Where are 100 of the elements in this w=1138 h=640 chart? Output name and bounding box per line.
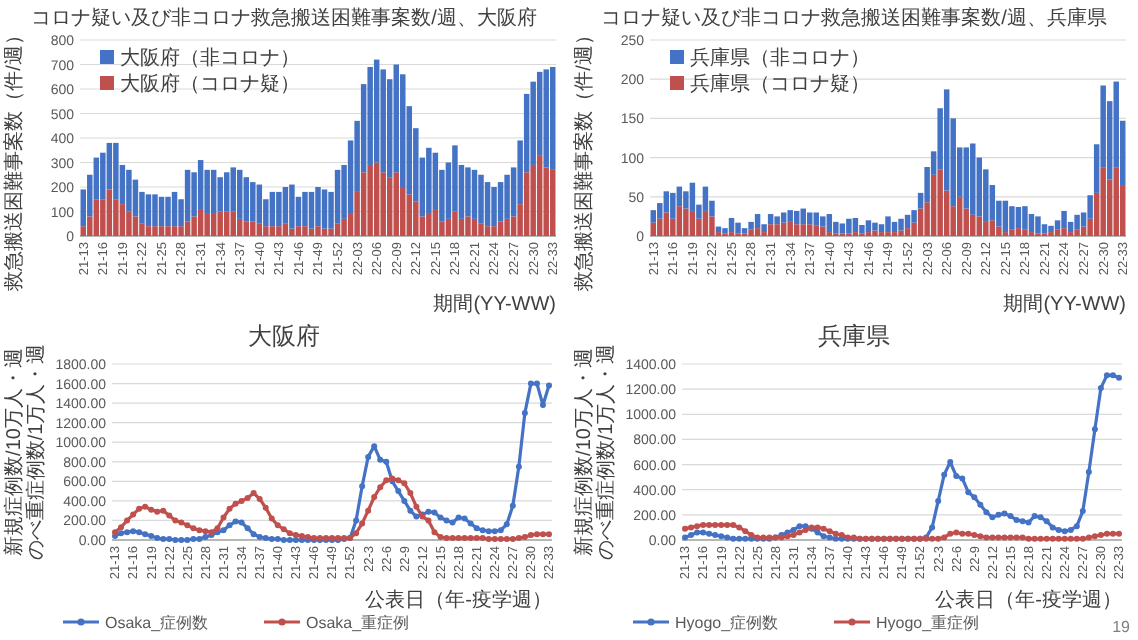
bar <box>113 142 119 200</box>
bar <box>465 167 471 217</box>
bar <box>158 196 165 227</box>
bar <box>820 216 826 227</box>
bar <box>276 226 282 236</box>
bar <box>426 213 432 236</box>
bar <box>230 211 236 236</box>
bar <box>983 221 989 236</box>
bar <box>807 224 813 236</box>
bar <box>1041 224 1048 234</box>
bar <box>937 169 943 236</box>
bar <box>126 211 132 236</box>
bar <box>904 228 911 236</box>
bar <box>1002 200 1009 233</box>
bar <box>243 221 250 236</box>
bar <box>471 218 478 236</box>
bar <box>165 196 171 227</box>
bar <box>1074 214 1080 230</box>
bar <box>696 218 702 236</box>
bar <box>735 222 741 234</box>
bar <box>386 177 393 236</box>
bar <box>360 172 367 236</box>
bar <box>315 226 321 236</box>
bar <box>126 169 132 212</box>
bar <box>767 224 774 236</box>
bar <box>452 145 458 212</box>
bar <box>341 218 347 236</box>
bar <box>497 221 504 236</box>
bar <box>1015 228 1022 236</box>
bar <box>302 226 308 236</box>
bar <box>1100 167 1106 236</box>
bar <box>119 204 126 236</box>
bar <box>536 155 543 236</box>
bar <box>872 230 878 236</box>
bar <box>1022 229 1028 236</box>
bar <box>787 210 793 222</box>
text: 新規症例数/10万人・週 <box>574 348 596 556</box>
legend-label: 大阪府（コロナ疑） <box>120 72 300 96</box>
bar <box>132 216 139 236</box>
bar <box>800 224 806 236</box>
bar <box>504 174 510 219</box>
bar <box>263 226 269 236</box>
chart-title: コロナ疑い及び非コロナ救急搬送困難事案数/週、兵庫県 <box>601 6 1107 30</box>
bar <box>550 169 556 236</box>
bar <box>543 69 549 168</box>
chart-title: 兵庫県 <box>818 322 890 350</box>
bar <box>689 182 696 211</box>
bar <box>1061 210 1067 229</box>
bar <box>295 226 302 236</box>
text: のべ重症例数/1万人・週 <box>26 343 48 561</box>
bar <box>445 218 452 236</box>
bar <box>676 206 683 236</box>
bar <box>269 191 276 227</box>
bar <box>302 191 308 227</box>
bar <box>230 167 236 212</box>
bar <box>709 216 715 236</box>
bar <box>484 182 491 227</box>
bar <box>689 210 696 236</box>
bar <box>478 174 484 224</box>
bar <box>1009 229 1015 236</box>
bar <box>269 226 276 236</box>
bar <box>152 226 158 236</box>
bar <box>1113 167 1119 236</box>
bar <box>334 223 341 236</box>
bar <box>171 191 178 227</box>
bar <box>478 223 484 236</box>
bar <box>1009 206 1015 230</box>
bar <box>145 194 152 227</box>
bar <box>243 177 250 222</box>
bar <box>754 228 761 236</box>
bar <box>452 211 458 236</box>
bar <box>1048 225 1054 233</box>
bar <box>152 194 158 227</box>
x-axis-title: 公表日（年-疫学週） <box>935 588 1122 612</box>
bar <box>308 191 315 229</box>
bar <box>1035 216 1041 234</box>
bar <box>373 162 380 236</box>
bar <box>491 187 497 227</box>
bar <box>145 226 152 236</box>
bar <box>165 226 171 236</box>
bar <box>315 187 321 227</box>
bar <box>839 223 846 234</box>
bar <box>497 182 504 222</box>
bar <box>184 169 191 222</box>
text: 新規症例数/10万人・週 <box>4 348 26 556</box>
bar <box>1015 206 1022 229</box>
legend-label: Hyogo_重症例 <box>876 614 980 632</box>
bar <box>956 196 963 236</box>
bar <box>250 182 256 222</box>
bar <box>970 214 976 236</box>
bar <box>1074 229 1080 236</box>
bar <box>852 217 859 233</box>
bar <box>787 221 793 236</box>
bar <box>898 230 904 236</box>
bar <box>820 226 826 236</box>
bar <box>217 211 223 236</box>
text: 19 <box>1112 618 1132 636</box>
bar <box>328 228 334 236</box>
bar <box>865 220 872 233</box>
bar <box>1087 195 1093 219</box>
